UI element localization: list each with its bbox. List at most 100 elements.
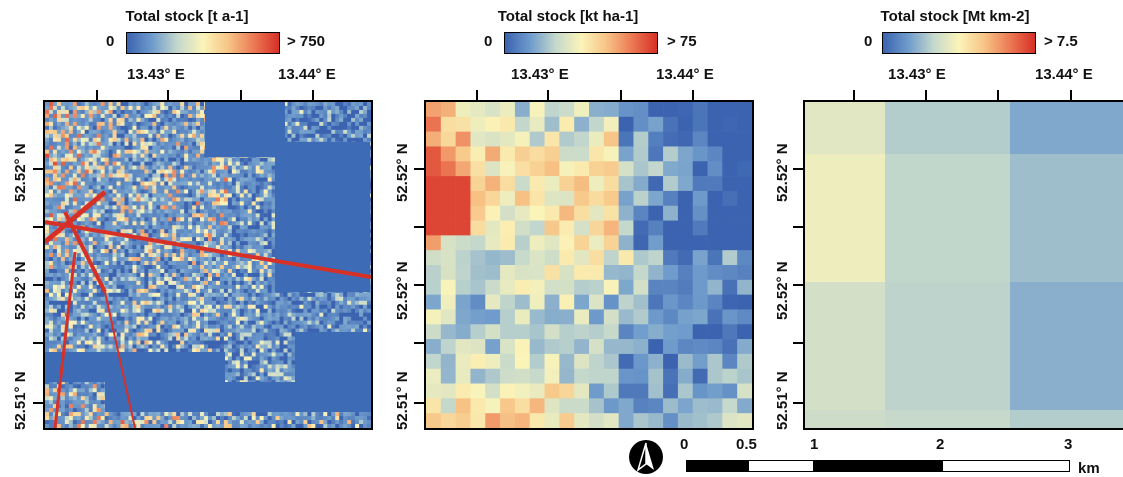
raster-cell [211, 340, 217, 345]
raster-cell [72, 209, 78, 214]
raster-cell [52, 292, 58, 298]
raster-cell [88, 225, 94, 230]
raster-cell [200, 272, 205, 278]
raster-cell [148, 253, 153, 258]
raster-cell [215, 296, 221, 302]
raster-cell [72, 109, 78, 115]
raster-cell [116, 121, 121, 127]
raster-cell [204, 193, 209, 198]
raster-cell [80, 149, 86, 154]
raster-cell [116, 129, 121, 135]
raster-cell [363, 133, 368, 139]
raster-cell [247, 209, 253, 214]
raster-cell [120, 161, 125, 166]
raster-cell [132, 113, 137, 119]
raster-cell [45, 340, 50, 345]
raster-cell [263, 292, 268, 298]
raster-cell [204, 253, 209, 258]
raster-cell [200, 129, 205, 135]
raster-cell [188, 272, 193, 278]
raster-cell [192, 217, 197, 222]
raster-cell [227, 181, 233, 186]
raster-cell [128, 249, 133, 254]
raster-cell [136, 205, 141, 210]
raster-cell [108, 193, 113, 198]
raster-cell [335, 308, 340, 314]
raster-cell [164, 320, 169, 325]
raster-cell [84, 117, 90, 123]
raster-cell [64, 161, 70, 166]
raster-cell [152, 121, 157, 127]
raster-cell [128, 316, 133, 321]
raster-cell [48, 312, 54, 317]
raster-cell [104, 304, 109, 310]
raster-cell [283, 113, 288, 119]
raster-cell [259, 209, 264, 214]
raster-cell [172, 185, 177, 190]
raster-cell [76, 336, 82, 341]
raster-cell [45, 268, 50, 274]
raster-cell [76, 249, 82, 254]
raster-cell [359, 312, 364, 317]
raster-cell [76, 217, 82, 222]
raster-cell [124, 213, 129, 218]
raster-cell [176, 340, 181, 345]
raster-cell [160, 193, 165, 198]
raster-cell [56, 284, 62, 290]
raster-cell [251, 280, 257, 286]
raster-cell [176, 284, 181, 290]
raster-cell [84, 241, 90, 246]
raster-cell [76, 185, 82, 190]
raster-cell [108, 169, 113, 174]
raster-cell [148, 233, 153, 238]
raster-cell [196, 117, 201, 123]
raster-cell [128, 125, 133, 131]
raster-cell [136, 268, 141, 274]
raster-cell [255, 276, 260, 282]
raster-cell [211, 296, 217, 302]
raster-cell [152, 221, 157, 226]
raster-cell [48, 296, 54, 302]
raster-cell [156, 137, 161, 143]
raster-cell [56, 173, 62, 178]
raster-cell [208, 276, 213, 282]
raster-cell [72, 292, 78, 298]
raster-cell [156, 249, 161, 254]
raster-cell [287, 117, 292, 123]
raster-cell [367, 312, 371, 317]
raster-cell [140, 145, 145, 151]
raster-cell [363, 304, 368, 310]
raster-cell [72, 205, 78, 210]
raster-cell [363, 137, 368, 143]
raster-cell [96, 261, 101, 266]
raster-cell [311, 320, 316, 325]
raster-cell [148, 225, 153, 230]
raster-cell [60, 257, 66, 262]
raster-cell [188, 312, 193, 317]
raster-cell [259, 324, 264, 329]
raster-cell [144, 165, 149, 170]
raster-cell [120, 296, 125, 302]
raster-cell [92, 253, 97, 258]
raster-cell [100, 113, 105, 119]
raster-cell [219, 169, 225, 174]
raster-cell [283, 109, 288, 115]
raster-cell [251, 241, 257, 246]
raster-cell [144, 276, 149, 282]
raster-cell [156, 312, 161, 317]
raster-cell [188, 229, 193, 234]
raster-cell [219, 173, 225, 178]
raster-cell [255, 324, 260, 329]
raster-cell [52, 209, 58, 214]
raster-cell [96, 213, 101, 218]
raster-cell [104, 328, 109, 333]
raster-cell [347, 300, 352, 306]
raster-cell [259, 157, 264, 162]
raster-cell [64, 189, 70, 194]
raster-cell [184, 261, 189, 266]
raster-cell [72, 165, 78, 170]
raster-cell [259, 300, 264, 306]
raster-cell [204, 157, 209, 162]
raster-cell [100, 308, 105, 314]
raster-cell [84, 209, 90, 214]
